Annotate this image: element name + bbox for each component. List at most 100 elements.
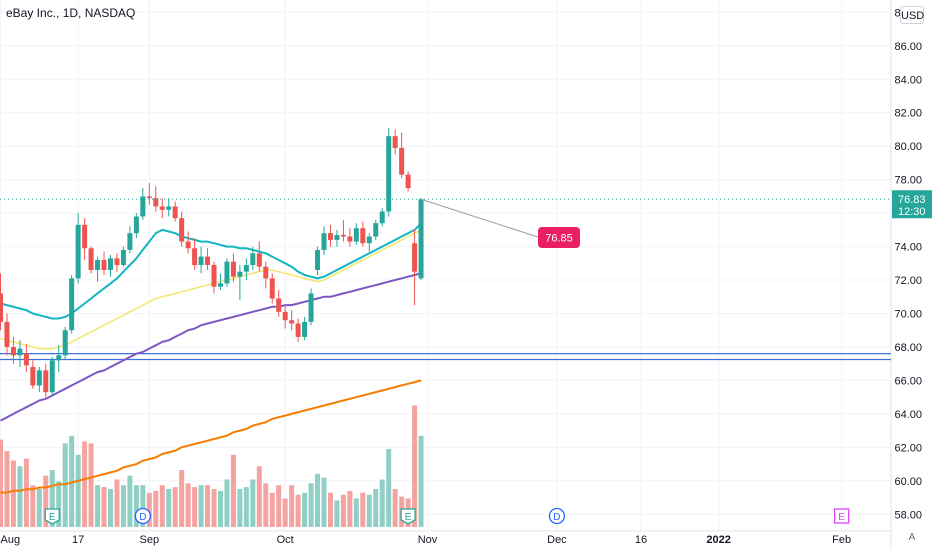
candle-body[interactable] (360, 228, 366, 244)
dividend-badge[interactable]: D (548, 507, 566, 525)
candle-body[interactable] (82, 224, 88, 249)
price-callout-box[interactable] (538, 227, 580, 248)
volume-bar (140, 485, 146, 527)
candle-body[interactable] (146, 196, 152, 199)
price-axis[interactable]: 58.00 60.00 62.00 64.00 66.00 68.00 70.00 72.00… (892, 7, 932, 521)
candle-body[interactable] (327, 233, 333, 240)
candle-body[interactable] (127, 233, 133, 250)
candle-body[interactable] (107, 258, 113, 271)
earnings-badge[interactable]: E (44, 508, 60, 525)
candle-body[interactable] (4, 321, 10, 347)
candle-body[interactable] (62, 330, 68, 356)
currency-button[interactable]: USD (900, 6, 924, 24)
candle-body[interactable] (185, 241, 191, 249)
candle-body[interactable] (153, 198, 159, 207)
earnings-badge[interactable]: E (833, 508, 850, 524)
candle-body[interactable] (166, 206, 172, 210)
candle-body[interactable] (69, 278, 75, 331)
candle-body[interactable] (75, 224, 81, 279)
bar-countdown: 12:30 (898, 206, 926, 218)
candle-body[interactable] (88, 248, 94, 271)
candle-body[interactable] (10, 346, 16, 356)
candle-body[interactable] (95, 259, 101, 271)
candle-body[interactable] (269, 278, 275, 299)
candle-body[interactable] (0, 293, 3, 322)
time-tick-label: Dec (547, 534, 567, 546)
candle-body[interactable] (334, 234, 340, 240)
candle-body[interactable] (289, 320, 295, 324)
candle-body[interactable] (114, 258, 120, 265)
candle-body[interactable] (43, 370, 49, 393)
candle-body[interactable] (276, 298, 282, 312)
candle-body[interactable] (23, 353, 29, 366)
price-tick-label: 60.00 (894, 476, 922, 488)
candle-body[interactable] (321, 233, 327, 250)
candle-body[interactable] (340, 234, 346, 237)
candle-body[interactable] (237, 271, 243, 277)
candle-body[interactable] (56, 355, 62, 361)
time-tick-label: Sep (140, 534, 160, 546)
volume-bar (230, 454, 236, 527)
candle-body[interactable] (418, 199, 424, 279)
candle-body[interactable] (172, 206, 178, 219)
price-tick-label: 66.00 (894, 375, 922, 387)
earnings-badge[interactable]: E (400, 508, 416, 525)
candle-body[interactable] (399, 147, 405, 175)
candle-body[interactable] (282, 311, 288, 321)
auto-scale-button[interactable]: A (908, 532, 916, 543)
candle-body[interactable] (101, 259, 107, 271)
volume-bar (276, 485, 282, 527)
overlays: 76.85 (0, 198, 891, 248)
time-axis[interactable]: Aug 17 Sep Oct Nov Dec 16 2022 Feb (1, 534, 852, 546)
volume-bar (211, 489, 217, 527)
candle-body[interactable] (263, 266, 269, 279)
candle-body[interactable] (17, 348, 23, 356)
candle-body[interactable] (386, 136, 392, 212)
candle-body[interactable] (205, 256, 211, 265)
volume-bar (172, 487, 178, 527)
volume-bar (120, 485, 126, 527)
candle-body[interactable] (256, 253, 262, 267)
candle-body[interactable] (353, 228, 359, 242)
candle-body[interactable] (379, 211, 385, 224)
candles[interactable] (0, 127, 424, 398)
candle-body[interactable] (315, 249, 321, 271)
candle-body[interactable] (224, 261, 230, 284)
candle-body[interactable] (230, 261, 236, 277)
candle-body[interactable] (133, 216, 139, 234)
candle-body[interactable] (30, 367, 36, 386)
candle-body[interactable] (295, 323, 301, 337)
candle-body[interactable] (49, 360, 55, 393)
candle-body[interactable] (159, 206, 165, 210)
volume-bar (334, 500, 340, 527)
candle-body[interactable] (250, 253, 256, 265)
volume-bar (88, 443, 94, 527)
candle-body[interactable] (373, 223, 379, 237)
candle-body[interactable] (198, 256, 204, 265)
last-price-value: 76.83 (898, 194, 926, 206)
candle-body[interactable] (405, 174, 411, 189)
dividend-badge[interactable]: D (134, 507, 151, 525)
candle-body[interactable] (120, 249, 126, 265)
price-callout[interactable]: 76.85 (538, 227, 580, 248)
event-badge-letter: E (838, 512, 845, 523)
candle-body[interactable] (179, 218, 185, 242)
volume-bar (101, 487, 107, 527)
volume-bar (360, 492, 366, 527)
candle-body[interactable] (366, 236, 372, 244)
candle-body[interactable] (140, 196, 146, 217)
candle-body[interactable] (412, 243, 418, 272)
candle-body[interactable] (308, 293, 314, 322)
candle-body[interactable] (217, 283, 223, 287)
candle-body[interactable] (302, 321, 308, 337)
dividend-badge-shape (134, 507, 151, 525)
candle-body[interactable] (347, 236, 353, 242)
candle-body[interactable] (392, 136, 398, 148)
candle-body[interactable] (243, 264, 249, 272)
candle-body[interactable] (211, 264, 217, 287)
candle-body[interactable] (192, 248, 198, 265)
candle-body[interactable] (36, 370, 42, 386)
